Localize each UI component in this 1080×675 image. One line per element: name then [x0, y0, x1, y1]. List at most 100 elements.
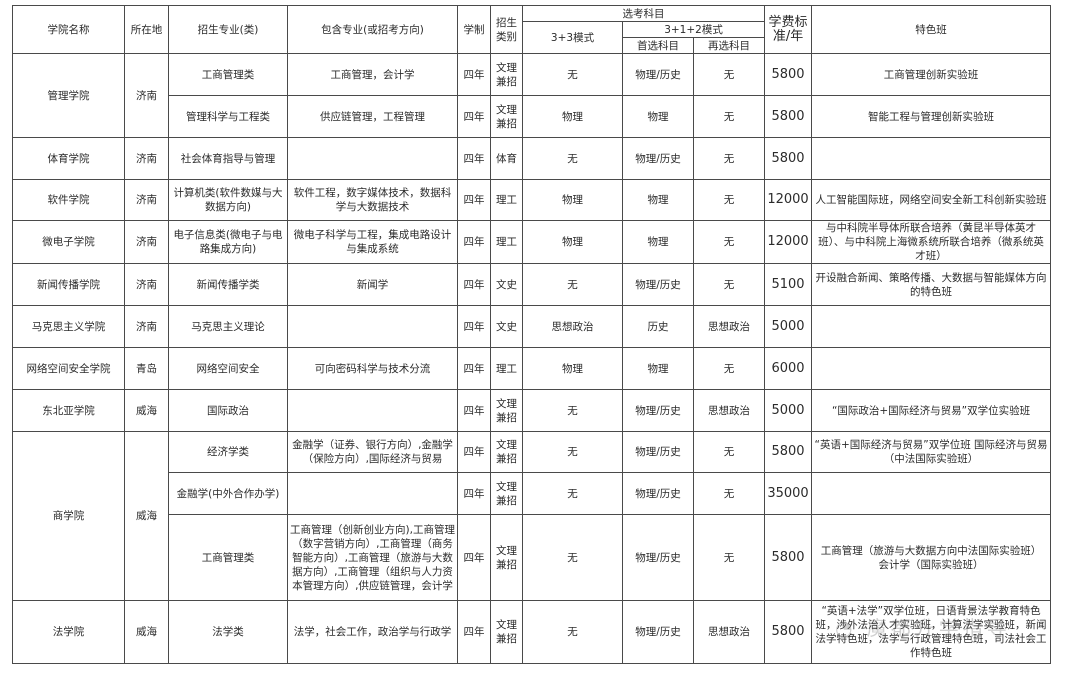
cell-location: 济南 — [124, 137, 169, 180]
cell-mode33: 无 — [522, 263, 623, 306]
header-second: 再选科目 — [692, 37, 766, 54]
cell-location: 济南 — [124, 305, 169, 348]
cell-mode33: 无 — [522, 472, 623, 515]
cell-included — [287, 305, 458, 348]
cell-included — [287, 137, 458, 180]
cell-second-subject: 无 — [692, 179, 766, 221]
table-row: 管理学院 济南 工商管理类 工商管理，会计学 四年 文理兼招无物理/历史无 5800 工商管理… — [12, 53, 1052, 138]
cell-first-subject: 物理/历史 — [622, 472, 694, 515]
cell-first-subject: 物理 — [622, 179, 694, 221]
cell-fee: 5800 — [764, 431, 813, 473]
cell-major: 法学类 — [168, 600, 288, 664]
cell-category: 文史 — [490, 263, 523, 306]
cell-fee: 5000 — [764, 389, 813, 432]
cell-fee: 5800 — [764, 600, 813, 664]
cell-category: 文史 — [490, 305, 523, 348]
table-row: 体育学院 济南 社会体育指导与管理 四年 体育无物理/历史无 5800 — [12, 137, 1052, 180]
cell-major: 社会体育指导与管理 — [168, 137, 288, 180]
cell-included — [287, 472, 458, 515]
cell-college: 微电子学院 — [12, 220, 125, 264]
cell-included — [287, 389, 458, 432]
cell-category: 理工 — [490, 179, 523, 221]
cell-duration: 四年 — [457, 95, 491, 138]
cell-fee: 5100 — [764, 263, 813, 306]
cell-first-subject: 物理/历史 — [622, 431, 694, 473]
cell-mode33: 物理 — [522, 95, 623, 138]
cell-mode33: 无 — [522, 514, 623, 601]
cell-first-subject: 物理/历史 — [622, 53, 694, 96]
cell-included: 微电子科学与工程，集成电路设计与集成系统 — [287, 220, 458, 264]
cell-duration: 四年 — [457, 53, 491, 96]
header-fee: 学费标准/年 — [764, 5, 813, 54]
cell-college: 软件学院 — [12, 179, 125, 221]
cell-special-class: 智能工程与管理创新实验班 — [811, 95, 1052, 138]
table-row: 微电子学院 济南 电子信息类(微电子与电路集成方向) 微电子科学与工程，集成电路设计与… — [12, 220, 1052, 264]
table-row: 工商管理类 工商管理（创新创业方向),工商管理（数字营销方向）,工商管理（商务智能… — [13, 514, 1052, 601]
cell-special-class — [811, 472, 1052, 515]
cell-mode33: 无 — [522, 389, 623, 432]
cell-second-subject: 无 — [692, 137, 766, 180]
cell-included: 工商管理（创新创业方向),工商管理（数字营销方向）,工商管理（商务智能方向）,工… — [287, 514, 458, 601]
cell-included: 工商管理，会计学 — [287, 53, 458, 96]
table-row: 新闻传播学院 济南 新闻传播学类 新闻学 四年 文史无物理/历史无 5100 开设融合新闻、策… — [12, 263, 1052, 306]
cell-special-class: 人工智能国际班，网络空间安全新工科创新实验班 — [811, 179, 1052, 221]
cell-college: 马克思主义学院 — [12, 305, 125, 348]
cell-first-subject: 物理/历史 — [622, 137, 694, 180]
cell-special-class: 开设融合新闻、策略传播、大数据与智能媒体方向的特色班 — [811, 263, 1052, 306]
cell-fee: 35000 — [764, 472, 813, 515]
cell-major: 国际政治 — [168, 389, 288, 432]
cell-fee: 5800 — [764, 137, 813, 180]
cell-included: 可向密码科学与技术分流 — [287, 347, 458, 390]
cell-first-subject: 物理 — [622, 95, 694, 138]
cell-major: 工商管理类 — [168, 514, 288, 601]
cell-first-subject: 历史 — [622, 305, 694, 348]
cell-college: 体育学院 — [12, 137, 125, 180]
header-location: 所在地 — [124, 5, 169, 54]
cell-second-subject: 思想政治 — [692, 600, 766, 664]
cell-special-class: “国际政治+国际经济与贸易”双学位实验班 — [811, 389, 1052, 432]
cell-second-subject: 无 — [692, 95, 766, 138]
header-included: 包含专业(或招考方向) — [287, 5, 458, 54]
cell-category: 文理兼招 — [490, 472, 523, 515]
cell-category: 体育 — [490, 137, 523, 180]
cell-special-class: “英语+国际经济与贸易”双学位班 国际经济与贸易（中法国际实验班） — [811, 431, 1052, 473]
cell-location: 济南 — [124, 263, 169, 306]
header-category: 招生类别 — [490, 5, 523, 54]
cell-location: 威海 — [124, 389, 169, 432]
cell-category: 理工 — [490, 347, 523, 390]
cell-college: 新闻传播学院 — [12, 263, 125, 306]
cell-category: 文理兼招 — [490, 53, 523, 96]
cell-major: 金融学(中外合作办学) — [168, 472, 288, 515]
cell-special-class — [811, 305, 1052, 348]
header-college: 学院名称 — [12, 5, 125, 54]
table-row: 管理科学与工程类 供应链管理，工程管理 四年 文理兼招 物理 物理无 5800 智能工程与管理… — [13, 95, 1052, 138]
cell-mode33: 无 — [522, 53, 623, 96]
cell-second-subject: 无 — [692, 347, 766, 390]
cell-first-subject: 物理/历史 — [622, 514, 694, 601]
cell-mode33: 思想政治 — [522, 305, 623, 348]
cell-category: 文理兼招 — [490, 600, 523, 664]
cell-category: 文理兼招 — [490, 95, 523, 138]
cell-major: 管理科学与工程类 — [168, 95, 288, 138]
header-subjects: 选考科目 — [521, 5, 766, 22]
cell-college: 东北亚学院 — [12, 389, 125, 432]
cell-second-subject: 无 — [692, 263, 766, 306]
cell-included: 软件工程，数字媒体技术，数据科学与大数据技术 — [287, 179, 458, 221]
cell-special-class: 与中科院半导体所联合培养（黄昆半导体英才班）、与中科院上海微系统所联合培养（微系… — [811, 220, 1052, 264]
header-duration: 学制 — [457, 5, 491, 54]
cell-category: 文理兼招 — [490, 389, 523, 432]
table-row: 金融学(中外合作办学) 四年 文理兼招无物理/历史无 35000 — [13, 472, 1052, 515]
cell-first-subject: 物理/历史 — [622, 600, 694, 664]
cell-special-class: “英语+法学”双学位班，日语背景法学教育特色班，涉外法治人才实验班，计算法学实验… — [811, 600, 1052, 664]
cell-special-class: 工商管理创新实验班 — [811, 53, 1052, 96]
cell-major: 工商管理类 — [168, 53, 288, 96]
cell-duration: 四年 — [457, 514, 491, 601]
table-row: 网络空间安全学院 青岛 网络空间安全 可向密码科学与技术分流 四年 理工 物理 物理无 6000 — [12, 347, 1052, 390]
cell-second-subject: 思想政治 — [692, 389, 766, 432]
cell-included: 金融学（证券、银行方向）,金融学（保险方向）,国际经济与贸易 — [287, 431, 458, 473]
cell-special-class — [811, 137, 1052, 180]
table-row: 东北亚学院 威海 国际政治 四年 文理兼招无物理/历史 思想政治 5000 “国际政治+国际经… — [12, 389, 1052, 432]
cell-fee: 12000 — [764, 220, 813, 264]
cell-duration: 四年 — [457, 137, 491, 180]
header-major: 招生专业(类) — [168, 5, 288, 54]
